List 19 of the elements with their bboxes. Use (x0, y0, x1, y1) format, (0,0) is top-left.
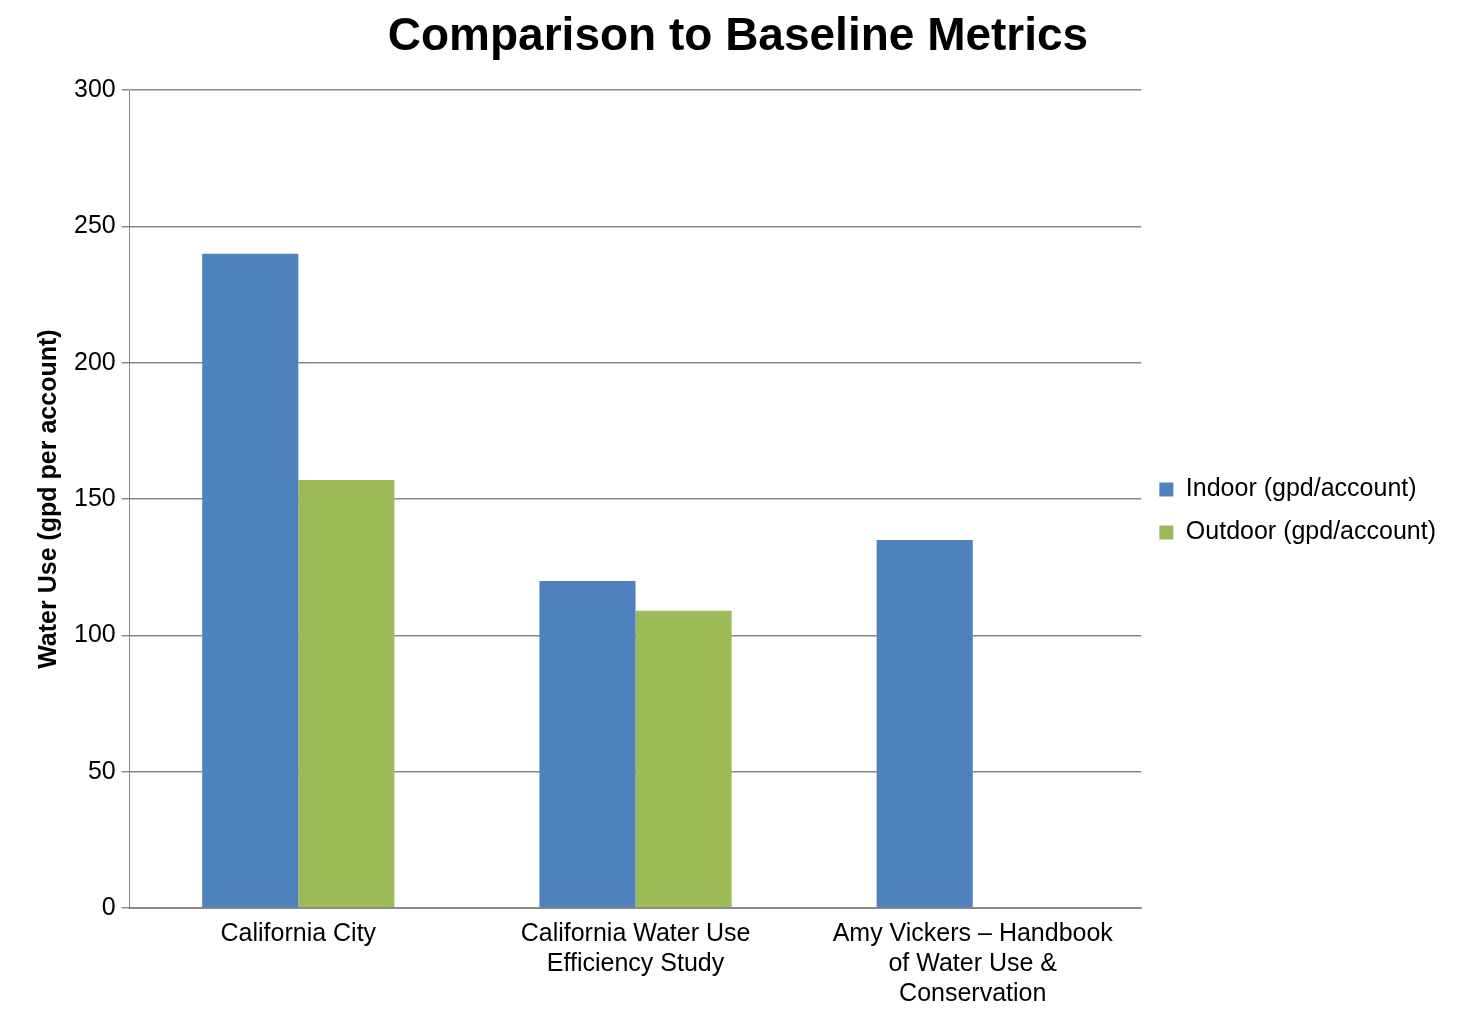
y-tick-label: 250 (73, 210, 116, 239)
y-tick-label: 300 (73, 74, 116, 103)
chart-title: Comparison to Baseline Metrics (387, 8, 1089, 61)
x-tick-label: California City (220, 917, 377, 946)
bar (876, 539, 973, 908)
y-tick-label: 200 (73, 346, 116, 375)
y-tick-label: 50 (87, 755, 116, 784)
bar (202, 253, 299, 908)
y-tick-label: 150 (73, 482, 116, 511)
legend-label: Indoor (gpd/account) (1185, 473, 1417, 502)
y-axis-title: Water Use (gpd per account) (32, 329, 61, 669)
y-tick-label: 0 (101, 891, 116, 920)
x-tick-label: California Water Use Efficiency Study (520, 917, 751, 976)
bar (298, 480, 395, 908)
bar (635, 610, 732, 908)
bar (539, 580, 636, 908)
y-tick-label: 100 (73, 619, 116, 648)
x-tick-label: Amy Vickers – Handbook of Water Use & Conservation (832, 917, 1114, 1006)
legend-label: Outdoor (gpd/account) (1185, 516, 1437, 545)
